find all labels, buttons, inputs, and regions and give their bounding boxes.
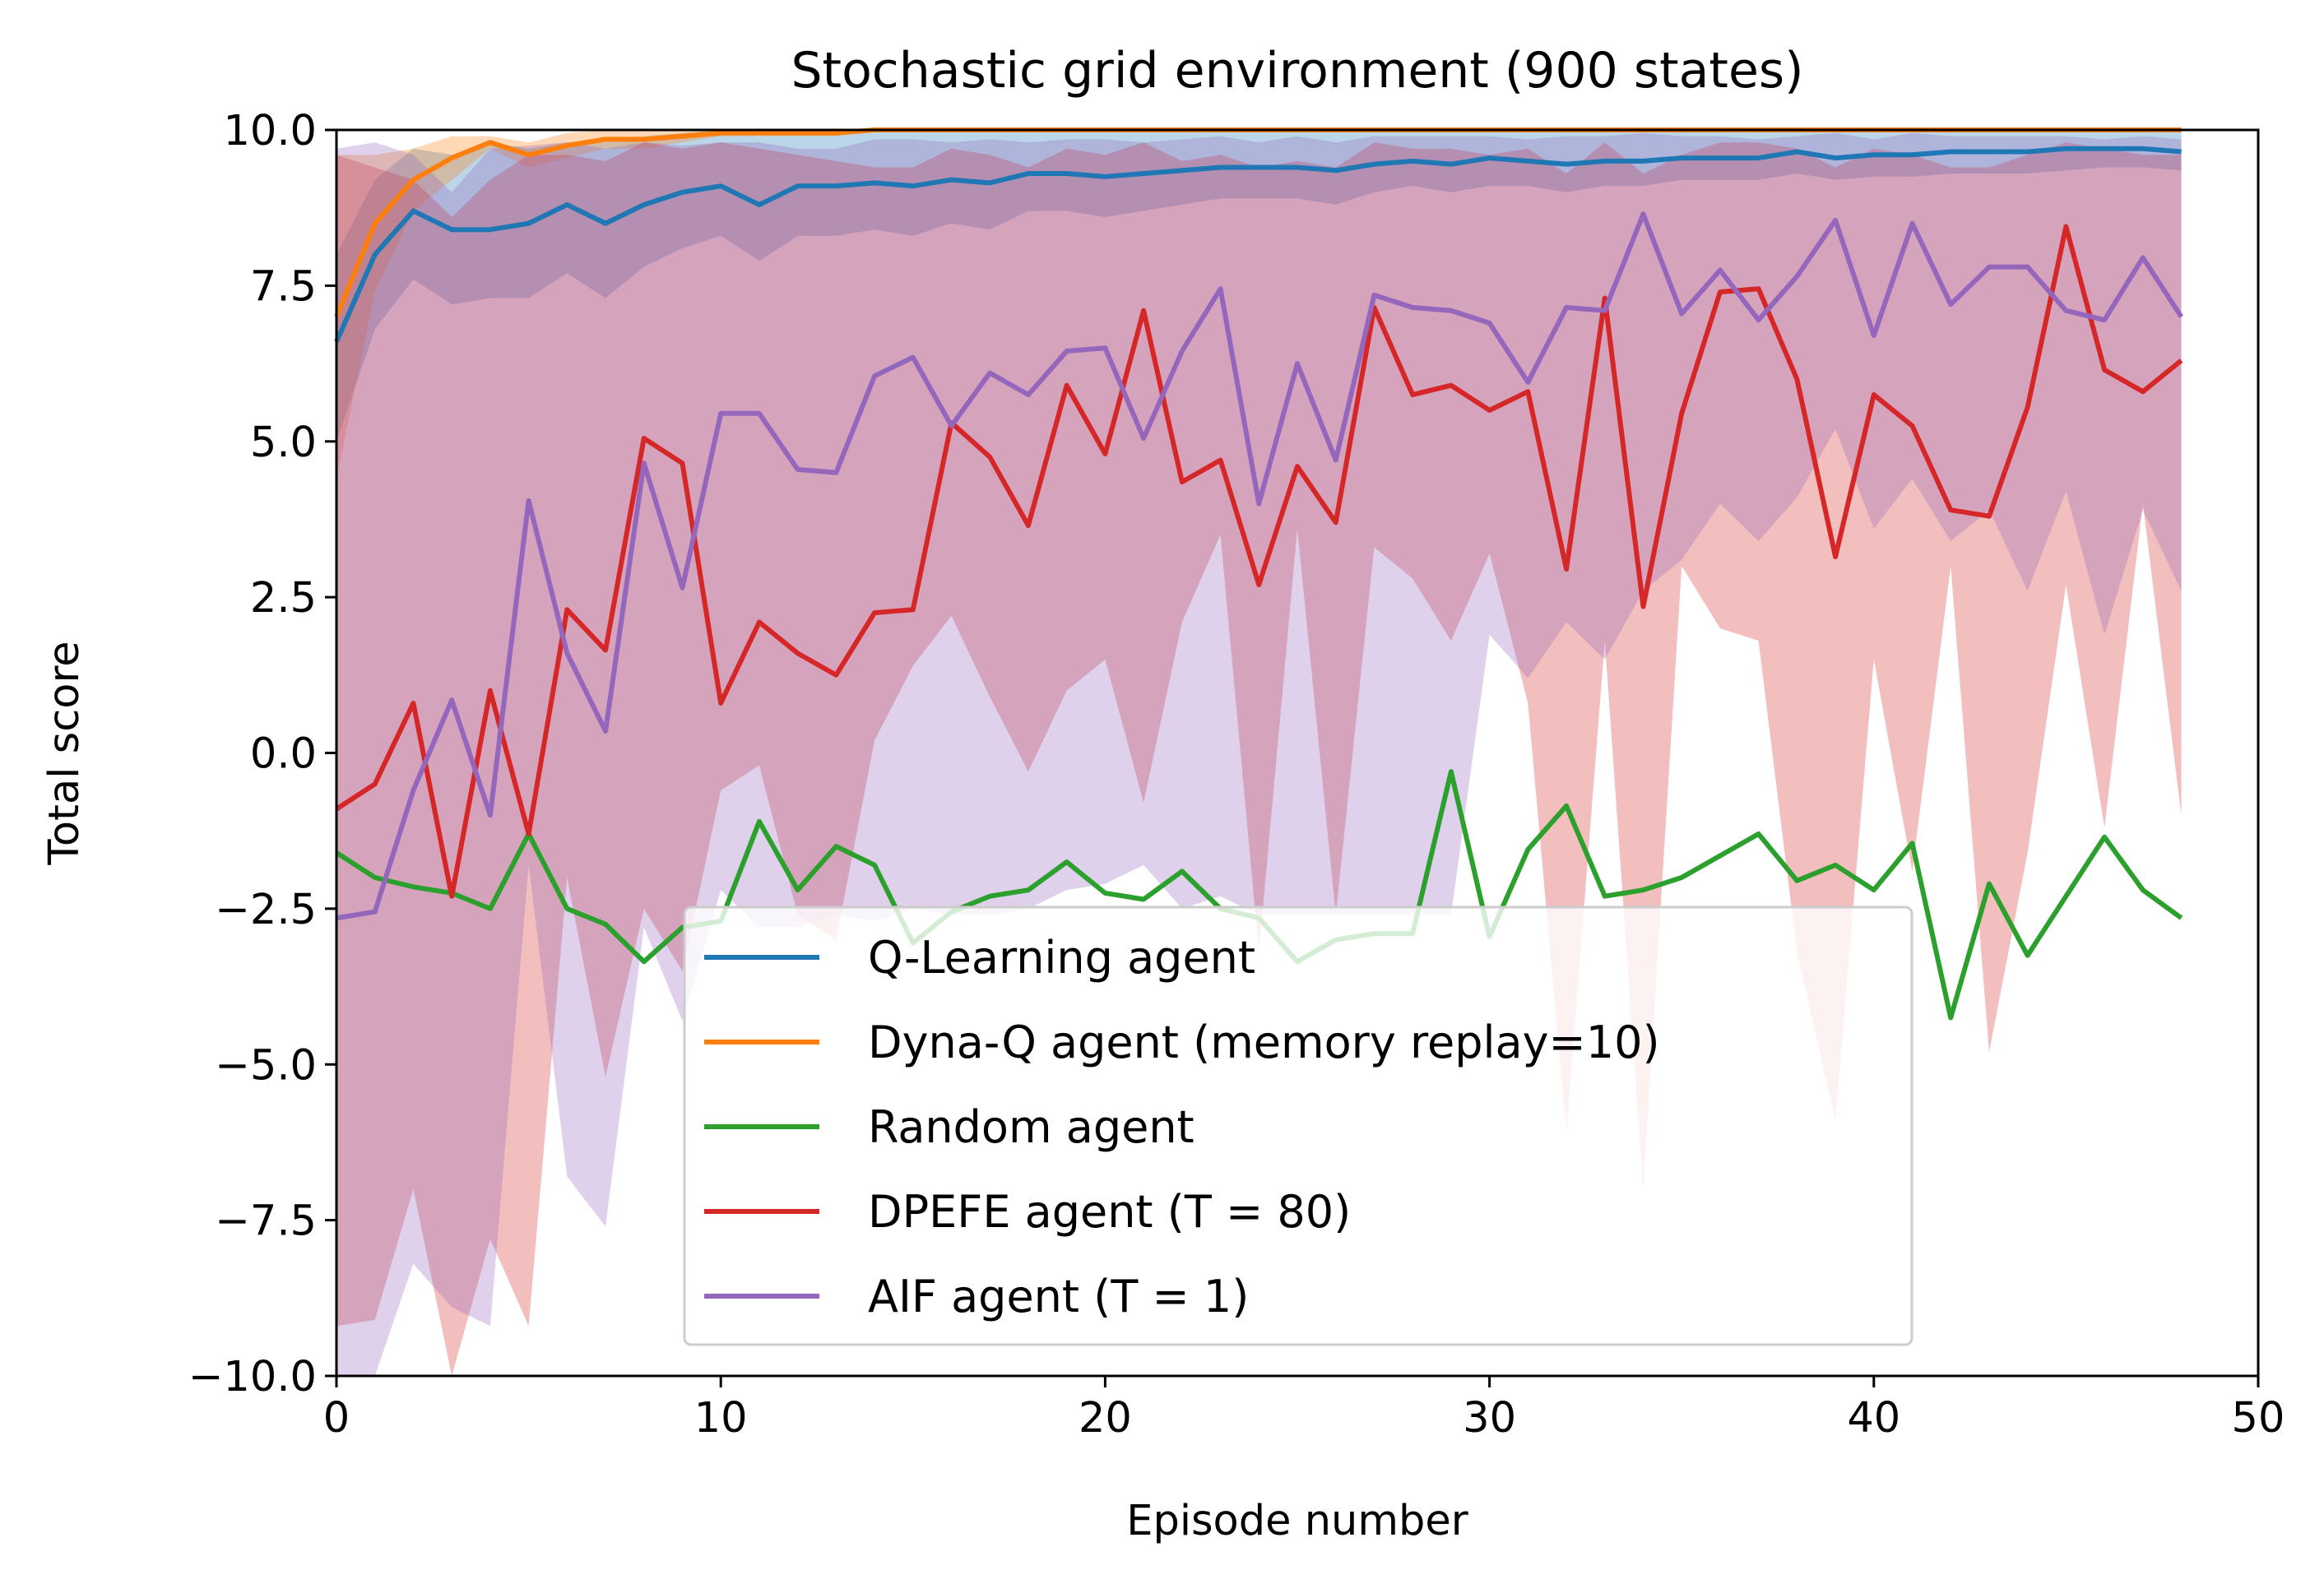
y-tick-label: −10.0 <box>188 1353 317 1401</box>
series-line <box>334 146 2182 343</box>
confidence-bands <box>336 130 2182 1377</box>
legend-label: Random agent <box>868 1101 1194 1153</box>
x-tick-label: 0 <box>323 1394 350 1443</box>
x-tick-label: 50 <box>2232 1394 2285 1443</box>
x-tick-label: 10 <box>694 1394 748 1443</box>
y-tick-label: 0.0 <box>250 730 317 779</box>
y-tick-label: −2.5 <box>215 886 317 934</box>
y-tick-label: 10.0 <box>223 107 317 155</box>
legend-label: Dyna-Q agent (memory replay=10) <box>868 1017 1660 1068</box>
y-tick-label: 7.5 <box>250 262 317 311</box>
x-axis-label: Episode number <box>1126 1497 1468 1545</box>
chart-title: Stochastic grid environment (900 states) <box>791 42 1803 100</box>
y-tick-label: −5.0 <box>215 1041 317 1090</box>
x-tick-label: 20 <box>1079 1394 1132 1443</box>
x-axis-ticks: 0 10 20 30 40 50 <box>323 1376 2285 1443</box>
y-tick-label: 5.0 <box>250 419 317 467</box>
legend-label: DPEFE agent (T = 80) <box>868 1186 1351 1238</box>
x-tick-label: 30 <box>1463 1394 1516 1443</box>
legend-box <box>683 905 1913 1346</box>
legend: Q-Learning agent Dyna-Q agent (memory rep… <box>683 905 1913 1346</box>
confidence-band <box>336 142 2182 1376</box>
series-line <box>336 211 2184 921</box>
y-tick-label: 2.5 <box>250 574 317 623</box>
legend-label: AIF agent (T = 1) <box>868 1271 1249 1322</box>
x-tick-label: 40 <box>1847 1394 1900 1443</box>
confidence-band <box>336 132 2182 1377</box>
legend-label: Q-Learning agent <box>868 932 1255 984</box>
y-axis-ticks: −10.0 −7.5 −5.0 −2.5 0.0 2.5 5.0 7.5 10.0 <box>188 107 336 1401</box>
y-axis-label: Total score <box>40 641 89 865</box>
confidence-band <box>336 130 2182 442</box>
series-line <box>335 224 2183 899</box>
y-tick-label: −7.5 <box>215 1197 317 1246</box>
